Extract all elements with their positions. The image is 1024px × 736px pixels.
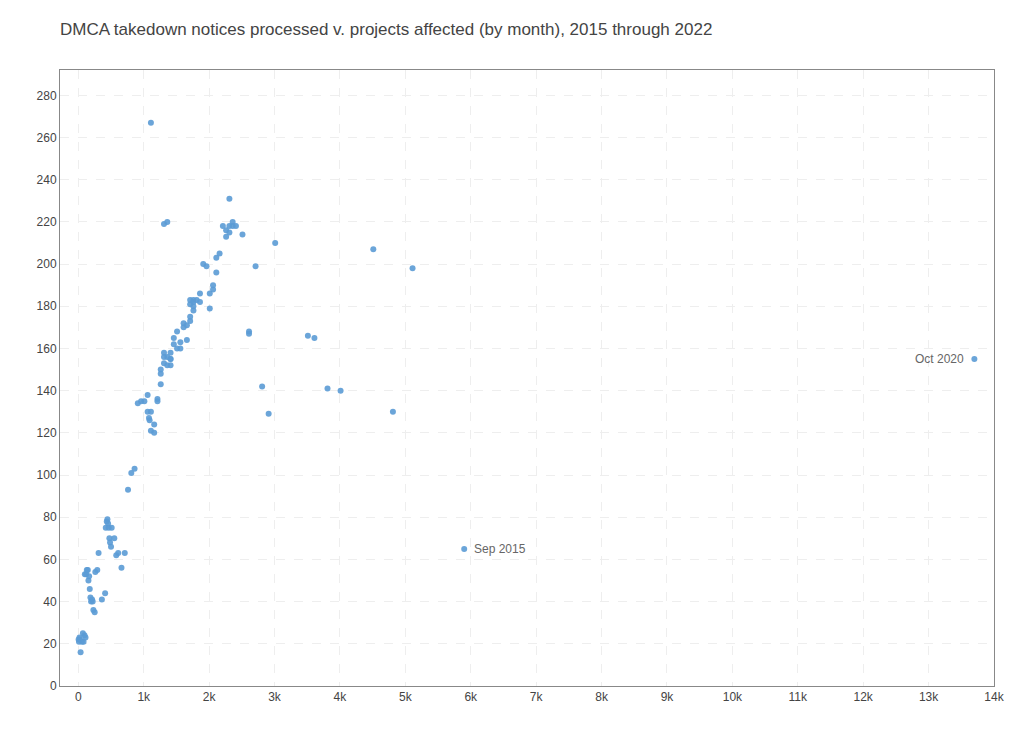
svg-text:40: 40	[43, 595, 57, 609]
svg-text:220: 220	[37, 215, 57, 229]
svg-text:6k: 6k	[464, 690, 478, 704]
svg-text:260: 260	[37, 131, 57, 145]
svg-text:DMCA takedown notices processe: DMCA takedown notices processed v. proje…	[60, 20, 712, 39]
svg-text:4k: 4k	[334, 690, 348, 704]
svg-text:100: 100	[37, 468, 57, 482]
svg-text:20: 20	[43, 637, 57, 651]
svg-text:11k: 11k	[789, 690, 808, 704]
svg-text:Sep 2015: Sep 2015	[474, 542, 526, 556]
svg-text:80: 80	[43, 510, 57, 524]
svg-text:200: 200	[37, 257, 57, 271]
svg-text:2k: 2k	[203, 690, 217, 704]
svg-text:12k: 12k	[854, 690, 874, 704]
svg-text:3k: 3k	[268, 690, 282, 704]
svg-text:60: 60	[43, 553, 57, 567]
svg-text:7k: 7k	[530, 690, 544, 704]
svg-text:10k: 10k	[723, 690, 743, 704]
svg-text:8k: 8k	[595, 690, 609, 704]
svg-text:0: 0	[50, 679, 57, 693]
svg-text:13k: 13k	[919, 690, 939, 704]
svg-text:1k: 1k	[137, 690, 151, 704]
svg-text:5k: 5k	[399, 690, 413, 704]
svg-text:Oct 2020: Oct 2020	[915, 352, 964, 366]
svg-text:120: 120	[37, 426, 57, 440]
svg-text:160: 160	[37, 342, 57, 356]
svg-text:9k: 9k	[661, 690, 675, 704]
svg-text:140: 140	[37, 384, 57, 398]
svg-text:180: 180	[37, 299, 57, 313]
svg-text:14k: 14k	[984, 690, 1004, 704]
svg-text:240: 240	[37, 173, 57, 187]
svg-text:280: 280	[37, 89, 57, 103]
svg-text:0: 0	[75, 690, 82, 704]
